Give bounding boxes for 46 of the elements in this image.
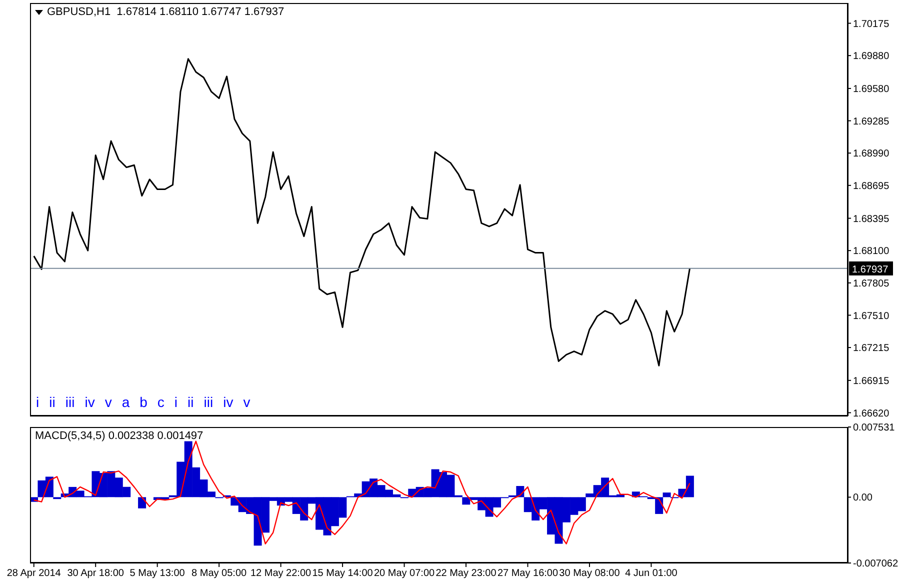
annotation: i: [36, 394, 40, 410]
y-tick-label: 1.67215: [853, 343, 890, 354]
annotation: v: [104, 394, 112, 410]
line-series: [33, 440, 690, 544]
x-tick-label: 30 May 08:00: [559, 568, 620, 580]
y-tick-label: 1.68695: [853, 180, 890, 192]
y-tick-label: 0.007531: [853, 422, 896, 434]
annotation: c: [157, 394, 164, 410]
y-tick-label: 1.69285: [853, 116, 890, 128]
y-tick-label: 1.68100: [853, 246, 890, 258]
line-series: [33, 58, 691, 366]
annotation: ii: [49, 394, 56, 410]
ref-line-label: 1.67937: [852, 264, 889, 276]
x-tick-label: 12 May 22:00: [250, 568, 312, 580]
annotation: iv: [223, 394, 234, 410]
y-tick-label: 1.66915: [853, 376, 890, 387]
y-tick-label: 1.68395: [853, 214, 890, 225]
y-tick-label: 1.67510: [853, 310, 890, 322]
chart-title: MACD(5,34,5) 0.002338 0.001497: [35, 430, 204, 442]
annotation: iii: [65, 394, 75, 410]
y-tick-label: 0.00: [853, 492, 873, 504]
x-tick-label: 22 May 23:00: [436, 568, 497, 580]
x-tick-label: 28 Apr 2014: [6, 568, 62, 580]
y-tick-label: 1.68990: [853, 148, 890, 160]
x-tick-label: 8 May 05:00: [192, 568, 248, 580]
x-tick-label: 30 Apr 18:00: [67, 568, 124, 580]
y-tick-label: -0.007062: [853, 558, 898, 570]
annotation: i: [174, 394, 178, 410]
annotation: a: [122, 394, 130, 410]
y-tick-label: 1.66620: [853, 408, 890, 420]
annotation: iii: [204, 394, 214, 410]
x-tick-label: 15 May 14:00: [312, 568, 374, 580]
chart-title: GBPUSD,H1 1.67814 1.68110 1.67747 1.67937: [47, 6, 284, 18]
y-tick-label: 1.67805: [853, 278, 890, 290]
annotation: v: [243, 394, 250, 410]
bar: [138, 497, 146, 508]
x-tick-label: 20 May 07:00: [374, 568, 436, 580]
annotation: iv: [84, 394, 95, 410]
y-tick-label: 1.69880: [853, 51, 890, 62]
annotation: ii: [188, 394, 194, 410]
y-tick-label: 1.70175: [853, 18, 890, 30]
y-tick-label: 1.69580: [853, 84, 890, 95]
x-tick-label: 5 May 13:00: [130, 568, 186, 580]
annotation: b: [140, 394, 148, 410]
x-tick-label: 4 Jun 01:00: [625, 568, 678, 580]
x-tick-label: 27 May 16:00: [497, 568, 558, 580]
